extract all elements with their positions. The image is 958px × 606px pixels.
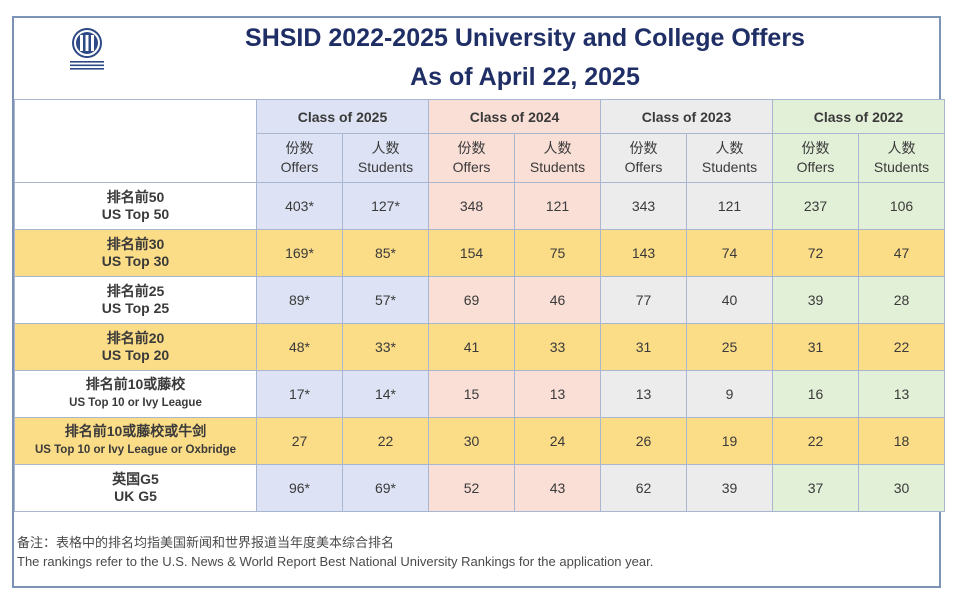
value-cell: 74 (686, 229, 773, 277)
value-cell: 69* (342, 464, 429, 512)
corner-cell (14, 99, 257, 183)
value-cell: 77 (600, 276, 687, 324)
value-cell: 15 (428, 370, 515, 418)
row-label: 排名前25 US Top 25 (14, 276, 257, 324)
table-row: 排名前50 US Top 50 403* 127* 348 121 343 121… (14, 182, 945, 230)
value-cell: 24 (514, 417, 601, 465)
sub-header-students: 人数 Students (858, 133, 945, 183)
class-header-row: Class of 2025 Class of 2024 Class of 202… (14, 99, 945, 183)
value-cell: 19 (686, 417, 773, 465)
value-cell: 33* (342, 323, 429, 371)
value-cell: 48* (256, 323, 343, 371)
sub-header-offers: 份数 Offers (256, 133, 343, 183)
value-cell: 14* (342, 370, 429, 418)
value-cell: 106 (858, 182, 945, 230)
value-cell: 121 (514, 182, 601, 230)
value-cell: 18 (858, 417, 945, 465)
value-cell: 69 (428, 276, 515, 324)
footnote: 备注：表格中的排名均指美国新闻和世界报道当年度美本综合排名 The rankin… (17, 533, 653, 571)
class-header-2025: Class of 2025 (256, 99, 429, 134)
footnote-en: The rankings refer to the U.S. News & Wo… (17, 554, 654, 569)
value-cell: 121 (686, 182, 773, 230)
value-cell: 27 (256, 417, 343, 465)
value-cell: 57* (342, 276, 429, 324)
table-row: 英国G5 UK G5 96* 69* 52 43 62 39 37 30 (14, 464, 945, 512)
value-cell: 96* (256, 464, 343, 512)
page-title: SHSID 2022-2025 University and College O… (245, 24, 805, 52)
value-cell: 403* (256, 182, 343, 230)
value-cell: 22 (772, 417, 859, 465)
value-cell: 41 (428, 323, 515, 371)
value-cell: 33 (514, 323, 601, 371)
value-cell: 13 (858, 370, 945, 418)
table-row: 排名前10或藤校或牛剑 US Top 10 or Ivy League or Ox… (14, 417, 945, 465)
sub-header-students: 人数 Students (686, 133, 773, 183)
value-cell: 43 (514, 464, 601, 512)
sub-header-students: 人数 Students (514, 133, 601, 183)
value-cell: 39 (772, 276, 859, 324)
value-cell: 89* (256, 276, 343, 324)
value-cell: 75 (514, 229, 601, 277)
value-cell: 22 (342, 417, 429, 465)
value-cell: 39 (686, 464, 773, 512)
value-cell: 16 (772, 370, 859, 418)
value-cell: 169* (256, 229, 343, 277)
row-label: 英国G5 UK G5 (14, 464, 257, 512)
table-row: 排名前30 US Top 30 169* 85* 154 75 143 74 72… (14, 229, 945, 277)
value-cell: 52 (428, 464, 515, 512)
sub-header-offers: 份数 Offers (600, 133, 687, 183)
value-cell: 127* (342, 182, 429, 230)
table-row: 排名前10或藤校 US Top 10 or Ivy League 17* 14* … (14, 370, 945, 418)
value-cell: 31 (772, 323, 859, 371)
footnote-zh: 备注：表格中的排名均指美国新闻和世界报道当年度美本综合排名 (17, 535, 395, 550)
page-subtitle-date: As of April 22, 2025 (410, 63, 640, 91)
row-label: 排名前30 US Top 30 (14, 229, 257, 277)
value-cell: 143 (600, 229, 687, 277)
row-label: 排名前50 US Top 50 (14, 182, 257, 230)
value-cell: 40 (686, 276, 773, 324)
sub-header-row: 份数 Offers 人数 Students 份数 Offers 人数 Students … (15, 133, 945, 183)
sub-header-offers: 份数 Offers (772, 133, 859, 183)
value-cell: 72 (772, 229, 859, 277)
sub-header-students: 人数 Students (342, 133, 429, 183)
value-cell: 30 (428, 417, 515, 465)
school-emblem-icon (70, 28, 104, 70)
value-cell: 47 (858, 229, 945, 277)
value-cell: 13 (600, 370, 687, 418)
value-cell: 9 (686, 370, 773, 418)
table-row: 排名前20 US Top 20 48* 33* 41 33 31 25 31 22 (14, 323, 945, 371)
value-cell: 237 (772, 182, 859, 230)
value-cell: 348 (428, 182, 515, 230)
class-header-2023: Class of 2023 (600, 99, 773, 134)
value-cell: 154 (428, 229, 515, 277)
value-cell: 85* (342, 229, 429, 277)
sub-header-offers: 份数 Offers (428, 133, 515, 183)
value-cell: 37 (772, 464, 859, 512)
value-cell: 343 (600, 182, 687, 230)
value-cell: 31 (600, 323, 687, 371)
value-cell: 30 (858, 464, 945, 512)
offers-table: Class of 2025 Class of 2024 Class of 202… (14, 99, 945, 512)
value-cell: 17* (256, 370, 343, 418)
row-label: 排名前10或藤校或牛剑 US Top 10 or Ivy League or Ox… (14, 417, 257, 465)
table-row: 排名前25 US Top 25 89* 57* 69 46 77 40 39 28 (14, 276, 945, 324)
value-cell: 13 (514, 370, 601, 418)
row-label: 排名前20 US Top 20 (14, 323, 257, 371)
value-cell: 26 (600, 417, 687, 465)
row-label: 排名前10或藤校 US Top 10 or Ivy League (14, 370, 257, 418)
class-header-2022: Class of 2022 (772, 99, 945, 134)
value-cell: 62 (600, 464, 687, 512)
value-cell: 25 (686, 323, 773, 371)
value-cell: 46 (514, 276, 601, 324)
class-header-2024: Class of 2024 (428, 99, 601, 134)
value-cell: 28 (858, 276, 945, 324)
value-cell: 22 (858, 323, 945, 371)
